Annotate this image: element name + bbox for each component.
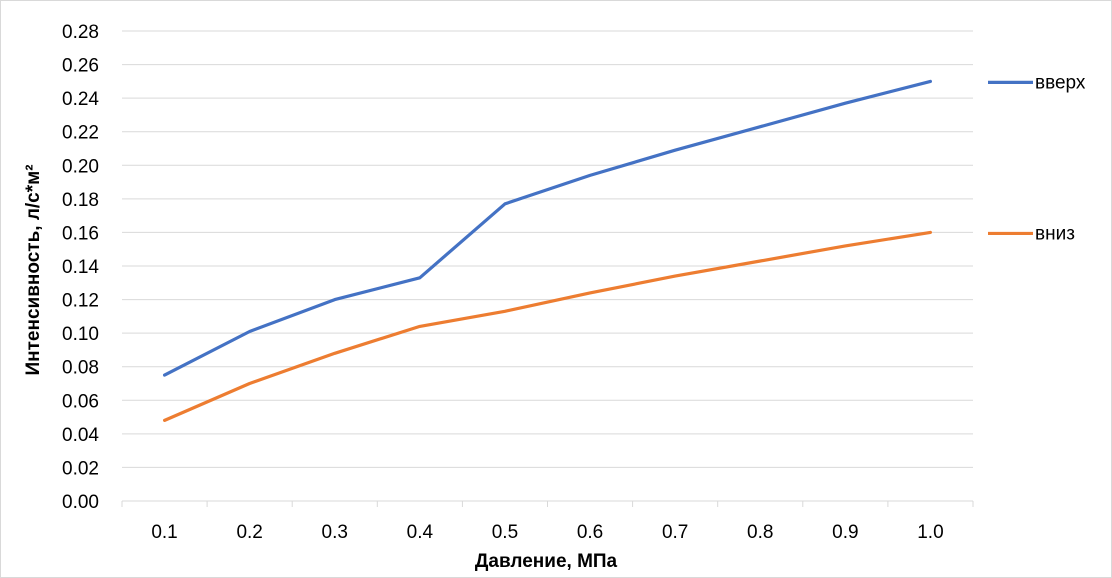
y-tick-label: 0.18 <box>62 190 99 211</box>
x-tick-label: 0.7 <box>662 522 688 543</box>
y-tick-label: 0.26 <box>62 56 99 77</box>
x-tick-label: 0.1 <box>151 522 177 543</box>
y-tick-label: 0.00 <box>62 492 99 513</box>
x-tick-label: 1.0 <box>917 522 943 543</box>
legend-label: вниз <box>1035 223 1075 244</box>
x-axis-title: Давление, МПа <box>475 551 618 572</box>
x-tick-label: 0.2 <box>236 522 262 543</box>
y-tick-label: 0.28 <box>62 22 99 43</box>
y-tick-label: 0.16 <box>62 223 99 244</box>
axes: 0.00 0.02 0.04 0.06 0.08 0.10 0.12 0.14 0.16 0.18… <box>62 22 974 543</box>
x-tick-label: 0.4 <box>407 522 434 543</box>
y-tick-label: 0.06 <box>62 391 99 412</box>
x-tick-label: 0.5 <box>492 522 518 543</box>
x-tick-label: 0.6 <box>577 522 603 543</box>
gridlines <box>122 30 973 468</box>
x-tick-label: 0.9 <box>832 522 858 543</box>
y-tick-label: 0.04 <box>62 425 99 446</box>
y-tick-label: 0.12 <box>62 291 99 312</box>
x-tick-label: 0.3 <box>322 522 348 543</box>
y-tick-label: 0.20 <box>62 156 99 177</box>
legend: вверх вниз <box>988 72 1086 244</box>
legend-label: вверх <box>1035 72 1086 93</box>
series-lines <box>163 79 933 422</box>
series-line-1 <box>163 79 933 377</box>
y-tick-label: 0.10 <box>62 324 99 345</box>
x-tick-label: 0.8 <box>747 522 773 543</box>
y-axis-title: Интенсивность, л/с*м² <box>23 164 44 375</box>
y-tick-label: 0.22 <box>62 123 99 144</box>
series-line-2 <box>163 230 933 422</box>
y-tick-label: 0.02 <box>62 458 99 479</box>
y-tick-label: 0.24 <box>62 89 99 110</box>
y-tick-label: 0.14 <box>62 257 99 278</box>
y-tick-label: 0.08 <box>62 358 99 379</box>
